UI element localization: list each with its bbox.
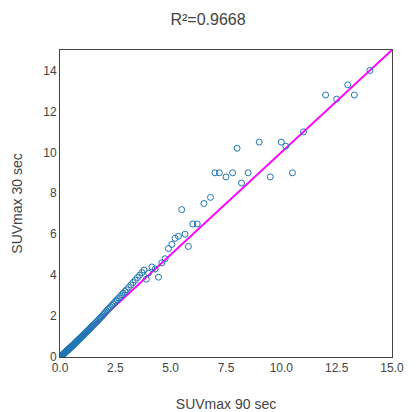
svg-text:0: 0 xyxy=(50,350,57,364)
svg-text:2: 2 xyxy=(50,309,57,323)
svg-text:SUVmax 30 sec: SUVmax 30 sec xyxy=(9,153,25,253)
svg-text:4: 4 xyxy=(50,268,57,282)
svg-text:10.0: 10.0 xyxy=(270,361,294,375)
svg-text:14: 14 xyxy=(43,64,57,78)
svg-text:2.5: 2.5 xyxy=(107,361,124,375)
svg-text:6: 6 xyxy=(50,227,57,241)
svg-text:SUVmax 90 sec: SUVmax 90 sec xyxy=(176,396,276,412)
svg-text:15.0: 15.0 xyxy=(380,361,404,375)
svg-text:8: 8 xyxy=(50,186,57,200)
svg-text:7.5: 7.5 xyxy=(218,361,235,375)
svg-text:5.0: 5.0 xyxy=(162,361,179,375)
svg-text:12.5: 12.5 xyxy=(325,361,349,375)
svg-text:10: 10 xyxy=(43,146,57,160)
svg-text:R²=0.9668: R²=0.9668 xyxy=(170,11,245,28)
svg-text:0.0: 0.0 xyxy=(52,361,69,375)
svg-text:12: 12 xyxy=(43,105,57,119)
